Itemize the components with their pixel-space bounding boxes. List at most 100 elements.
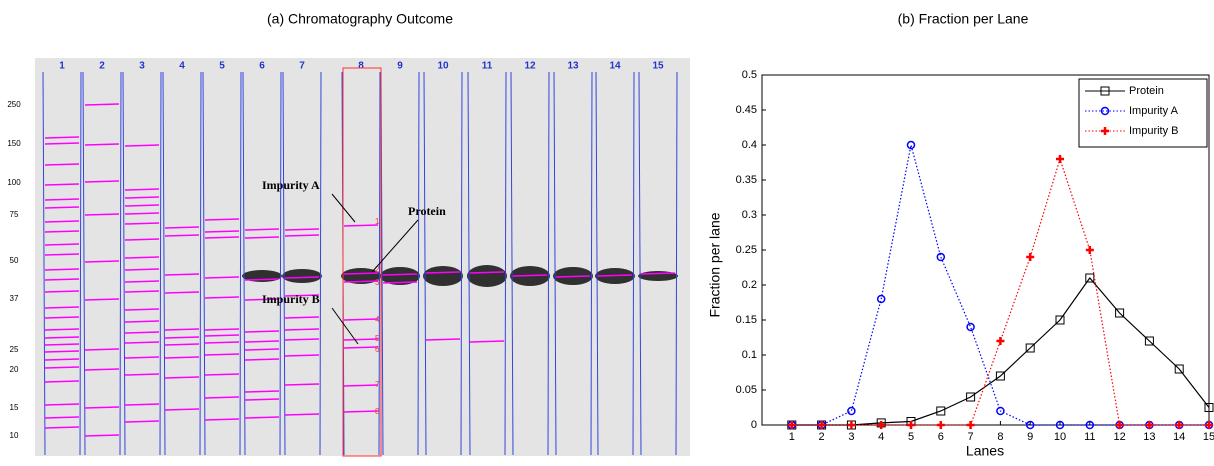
lane8-label: 2 [375,265,380,274]
band [164,273,200,276]
marker-label: 250 [7,100,21,109]
point [936,421,945,429]
band [44,206,80,209]
x-tick-label: 9 [1027,431,1033,443]
band [244,236,280,239]
lane-label: 7 [299,61,305,72]
annotation-arrow [331,307,359,345]
point [966,322,975,332]
y-tick-label: 0.25 [736,244,757,256]
band [44,403,80,406]
band [640,272,676,275]
band [84,406,120,409]
band [44,328,80,331]
band [164,343,200,346]
lane-label: 11 [482,61,493,72]
lane-edge [279,71,282,456]
lane-label: 8 [358,61,364,72]
chart-title: (b) Fraction per Lane [898,11,1029,27]
band [343,338,379,341]
annotation-arrow [331,193,356,223]
point [847,406,856,416]
annotation-arrow [371,219,419,273]
series-line [791,277,1210,426]
lane-edge [675,71,678,456]
band [124,256,160,259]
point [1085,246,1094,254]
protein-smear [341,268,381,284]
lane-edge [282,71,286,456]
band [244,278,280,281]
x-tick-label: 14 [1173,431,1185,443]
band [84,434,120,437]
y-tick-label: 0.4 [742,139,757,151]
point [1145,421,1154,429]
x-tick-label: 3 [848,431,854,443]
legend-label: Impurity B [1129,125,1179,137]
band [44,183,80,186]
band [343,384,379,387]
band [124,196,160,199]
band [84,180,120,183]
band [284,234,320,237]
band [512,274,548,277]
band [124,320,160,323]
band [343,272,379,275]
point [877,421,886,429]
band [425,338,461,341]
point [1055,315,1065,325]
band [164,226,200,229]
band [44,198,80,201]
band [44,350,80,353]
series-line [791,144,1209,426]
marker-label: 10 [10,431,19,440]
lane-edge [202,71,206,456]
lane-edge [319,71,322,456]
y-tick-label: 0.3 [742,209,757,221]
band [469,271,505,274]
point [996,406,1005,416]
band [204,276,240,279]
point [966,421,975,429]
band [284,294,320,297]
band [124,204,160,207]
lane-edge [82,71,86,456]
point [1174,364,1184,374]
lane-label: 6 [259,61,265,72]
band [124,341,160,344]
y-tick-label: 0.15 [736,314,757,326]
band [204,328,240,331]
band [244,228,280,231]
band [124,222,160,225]
point [817,421,826,429]
band [124,188,160,191]
band [44,253,80,256]
point [966,392,976,402]
point [1175,421,1184,429]
lane8-label: 5 [375,334,380,343]
band [84,348,120,351]
lane8-label: 1 [375,217,380,226]
band [124,290,160,293]
band [382,281,418,284]
y-tick-label: 0.35 [736,174,757,186]
x-tick-label: 4 [878,431,884,443]
point [847,421,856,429]
y-axis-label: Fraction per lane [707,212,723,317]
band [124,420,160,423]
x-tick-label: 13 [1143,431,1155,443]
band [124,403,160,406]
lane-label: 13 [567,61,579,72]
lane-edge [632,71,635,456]
marker-label: 150 [7,139,21,148]
band [44,416,80,419]
point [936,252,946,262]
band [44,142,80,145]
band [44,220,80,223]
legend-label: Protein [1129,85,1164,97]
band [44,290,80,293]
lane-edge [553,71,557,456]
point [1115,421,1124,429]
x-tick-label: 7 [968,431,974,443]
band [244,348,280,351]
